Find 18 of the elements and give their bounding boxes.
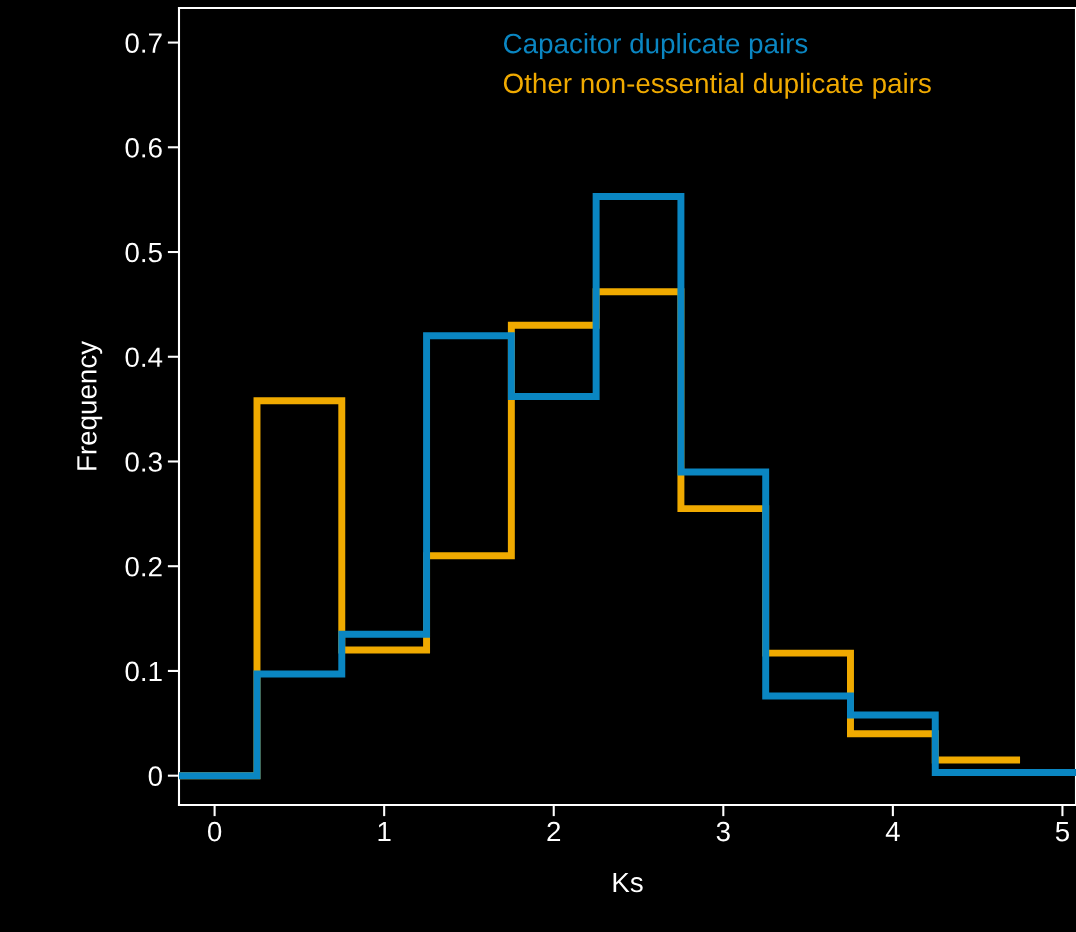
text: Capacitor duplicate pairs <box>504 33 808 59</box>
text: Other non-essential duplicate pairs <box>503 72 931 99</box>
y-tick-label: 0.6 <box>125 137 162 158</box>
x-tick-label: 4 <box>885 821 900 842</box>
x-tick-label: 0 <box>207 821 222 842</box>
y-axis-title: Frequency <box>77 340 103 470</box>
x-tick-label: 3 <box>716 821 730 842</box>
y-tick-label: 0.1 <box>125 661 162 682</box>
x-axis-title: Ks <box>613 872 643 893</box>
y-tick-label: 0.7 <box>125 33 162 53</box>
x-tick-label: 2 <box>547 821 561 842</box>
y-tick-label: 0.3 <box>125 452 162 472</box>
y-tick-label: 0.5 <box>125 242 162 263</box>
y-tick-label: 0.2 <box>125 556 162 577</box>
y-tick-label: 0 <box>148 766 162 787</box>
x-tick-label: 1 <box>378 821 391 842</box>
x-tick-label: 5 <box>1055 821 1069 842</box>
y-tick-label: 0.4 <box>125 347 163 368</box>
